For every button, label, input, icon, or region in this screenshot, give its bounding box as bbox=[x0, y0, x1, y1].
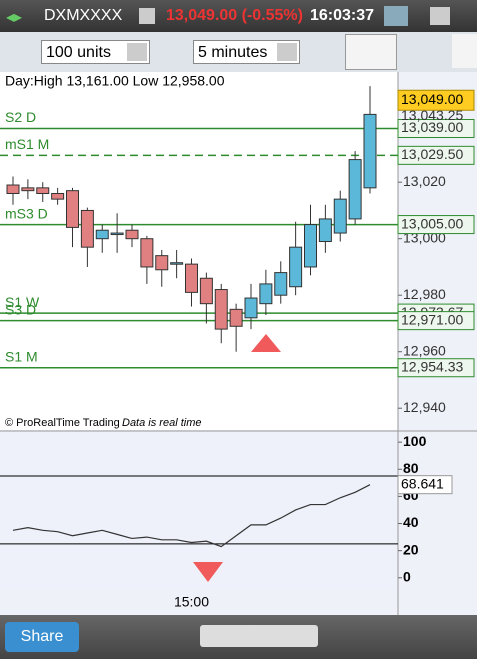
candle-body bbox=[66, 190, 79, 228]
candle-body bbox=[274, 272, 288, 296]
arrow-marker bbox=[251, 334, 281, 352]
candle-body bbox=[95, 229, 109, 240]
price: 13,049.00 (-0.55%) bbox=[166, 7, 303, 24]
symbol[interactable]: DXMXXXX bbox=[44, 7, 123, 24]
keyboard-icon[interactable] bbox=[384, 6, 408, 26]
toolbar: 100 units 5 minutes bbox=[0, 32, 477, 72]
candle-body bbox=[21, 187, 35, 192]
y-tick-label: 100 bbox=[403, 433, 427, 449]
candle-body bbox=[229, 308, 243, 327]
y-tick-label: 12,960 bbox=[403, 342, 446, 358]
indicator-line bbox=[12, 484, 371, 548]
price-label: 13,043.25 bbox=[401, 107, 463, 123]
level-label: 13,039.00 bbox=[401, 119, 463, 135]
arrow-marker bbox=[193, 562, 223, 582]
candle-body bbox=[110, 232, 124, 236]
level-box bbox=[397, 311, 475, 331]
interval: 5 minutes bbox=[198, 44, 268, 61]
candle-body bbox=[170, 262, 184, 265]
candle-body bbox=[318, 218, 332, 243]
candle-body bbox=[155, 255, 169, 271]
realtime-note: Data is real time bbox=[122, 417, 201, 429]
candle-body bbox=[304, 224, 317, 268]
candle-body bbox=[244, 297, 258, 319]
y-tick-label: 12,940 bbox=[403, 399, 446, 415]
y-tick-label: 20 bbox=[403, 541, 419, 557]
chart: Day:High 13,161.00 Low 12,958.00 © ProRe… bbox=[0, 72, 477, 615]
candle-body bbox=[214, 289, 228, 330]
level-label: 12,971.00 bbox=[401, 311, 463, 327]
y-tick-label: 13,020 bbox=[403, 173, 446, 189]
level-box bbox=[397, 145, 475, 165]
candle-body bbox=[259, 283, 273, 305]
candle-body bbox=[80, 209, 94, 248]
level-name: S1 W bbox=[5, 294, 40, 310]
nav-icon[interactable]: ◂▸ bbox=[6, 9, 23, 26]
y-tick-label: 0 bbox=[403, 568, 411, 584]
indicator-button[interactable] bbox=[345, 34, 397, 70]
level-label: 13,005.00 bbox=[401, 215, 463, 231]
last-price-box bbox=[397, 89, 475, 111]
last-price-label: 13,049.00 bbox=[401, 91, 463, 107]
candle-body bbox=[140, 238, 154, 268]
candle-body bbox=[363, 113, 377, 189]
bottom-bar: Share bbox=[0, 615, 477, 659]
last-value-box bbox=[397, 475, 453, 495]
candle-body bbox=[289, 246, 303, 288]
level-label: 13,029.50 bbox=[401, 146, 463, 162]
y-tick-label: 40 bbox=[403, 514, 419, 530]
candle-body bbox=[51, 192, 65, 200]
level-name: S3 D bbox=[5, 301, 36, 317]
level-box bbox=[397, 358, 475, 378]
time: 16:03:37 bbox=[310, 7, 375, 24]
candle-body bbox=[199, 277, 213, 305]
level-label: 12,954.33 bbox=[401, 358, 463, 374]
share-label: Share bbox=[20, 628, 64, 645]
title-bar: ◂▸ DXMXXXX 13,049.00 (-0.55%) 16:03:37 bbox=[0, 0, 477, 32]
level-name: S1 M bbox=[5, 348, 38, 364]
x-tick-label: 15:00 bbox=[174, 594, 209, 610]
candle-body bbox=[333, 198, 347, 234]
candle-body bbox=[125, 229, 139, 240]
y-tick-label: 12,980 bbox=[403, 286, 446, 302]
day-range: Day:High 13,161.00 Low 12,958.00 bbox=[5, 73, 225, 89]
info-icon[interactable] bbox=[139, 8, 155, 24]
candle-body bbox=[185, 263, 198, 293]
candle-body bbox=[348, 159, 362, 220]
level-name: mS3 D bbox=[5, 205, 48, 221]
level-name: mS1 M bbox=[5, 136, 49, 152]
y-tick-label: 80 bbox=[403, 460, 419, 476]
last-value-label: 68.641 bbox=[401, 475, 444, 491]
price-panel bbox=[0, 72, 398, 430]
copyright: © ProRealTime Trading bbox=[5, 417, 120, 429]
interval-select[interactable]: 5 minutes bbox=[193, 40, 300, 64]
candle-body bbox=[6, 184, 20, 194]
level-box bbox=[397, 215, 475, 235]
window-icon[interactable] bbox=[430, 7, 450, 25]
tools-button[interactable] bbox=[452, 34, 477, 68]
level-name: S2 D bbox=[5, 109, 36, 125]
level-box bbox=[397, 119, 475, 139]
quantity: 100 units bbox=[46, 44, 111, 61]
quantity-select[interactable]: 100 units bbox=[41, 40, 150, 64]
share-button[interactable]: Share bbox=[5, 622, 79, 652]
candle-body bbox=[36, 187, 50, 194]
scrollbar[interactable] bbox=[200, 625, 318, 647]
